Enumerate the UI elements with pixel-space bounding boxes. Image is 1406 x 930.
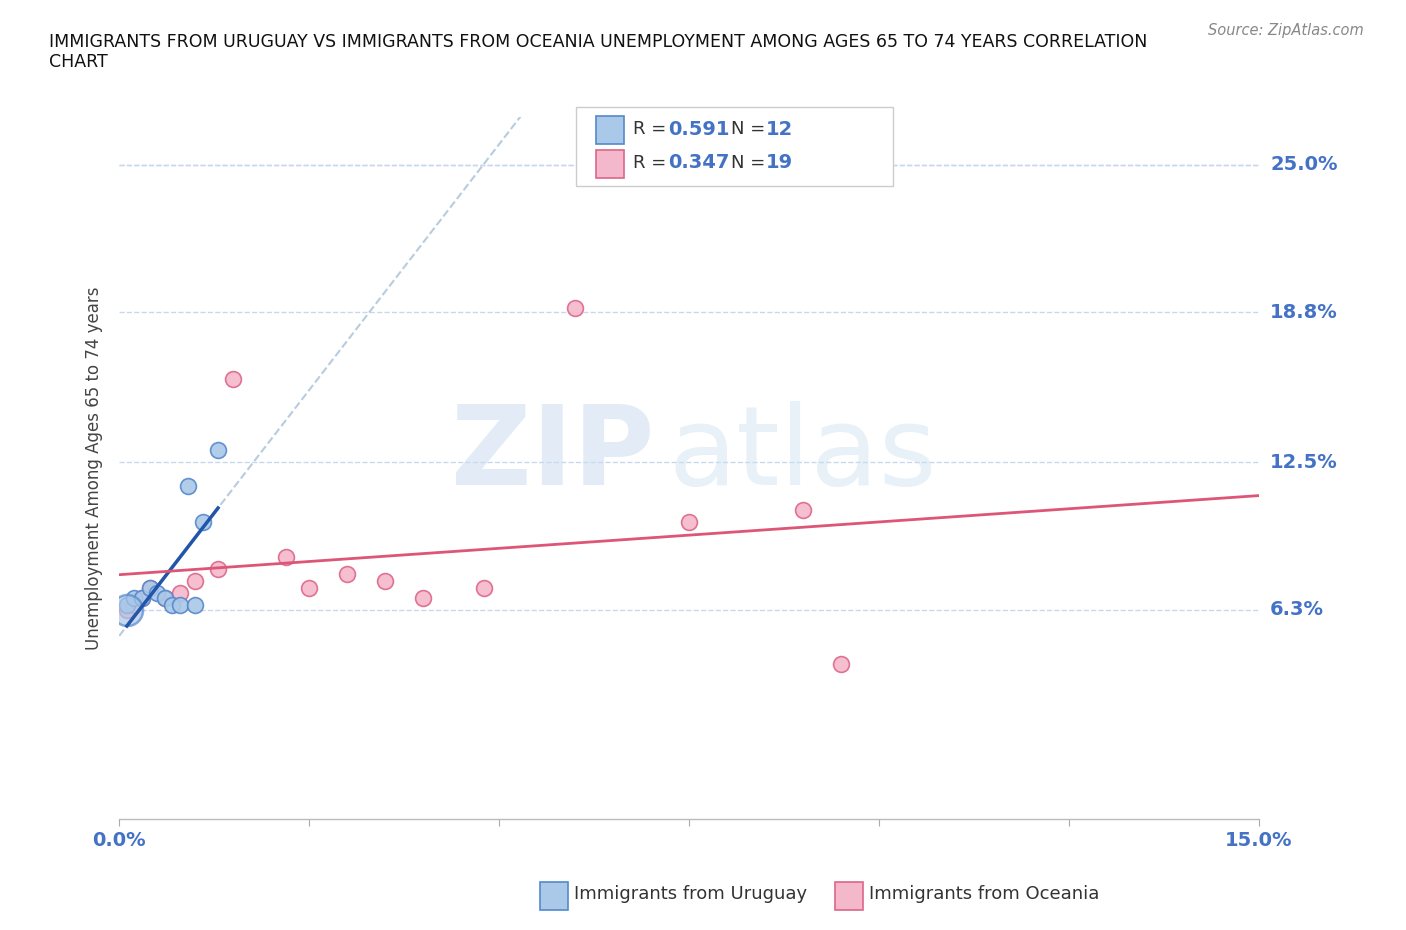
Point — [207, 562, 229, 577]
Point — [115, 598, 138, 613]
Point — [184, 574, 207, 589]
Text: 18.8%: 18.8% — [1270, 303, 1339, 322]
Point — [162, 598, 184, 613]
Point — [830, 657, 852, 671]
Point — [115, 603, 138, 618]
Point — [184, 598, 207, 613]
Point — [124, 598, 146, 613]
Text: R =: R = — [633, 153, 672, 172]
Text: 12.5%: 12.5% — [1270, 453, 1339, 472]
Text: 12: 12 — [766, 120, 793, 139]
Text: 19: 19 — [766, 153, 793, 172]
Point — [792, 502, 814, 517]
Point — [115, 603, 138, 618]
Point — [153, 591, 176, 605]
Point — [138, 581, 160, 596]
Point — [131, 591, 153, 605]
Text: R =: R = — [633, 120, 672, 139]
Point — [222, 372, 245, 387]
Point — [207, 443, 229, 458]
Point — [276, 550, 298, 565]
Text: 0.347: 0.347 — [668, 153, 730, 172]
Point — [336, 566, 359, 581]
Text: atlas: atlas — [669, 401, 938, 508]
Text: N =: N = — [731, 153, 770, 172]
Text: IMMIGRANTS FROM URUGUAY VS IMMIGRANTS FROM OCEANIA UNEMPLOYMENT AMONG AGES 65 TO: IMMIGRANTS FROM URUGUAY VS IMMIGRANTS FR… — [49, 33, 1147, 72]
Point — [678, 514, 700, 529]
Point — [472, 581, 495, 596]
Point — [169, 586, 191, 601]
Point — [176, 479, 198, 494]
Point — [374, 574, 396, 589]
Point — [298, 581, 321, 596]
Point — [153, 591, 176, 605]
Point — [124, 591, 146, 605]
Text: Source: ZipAtlas.com: Source: ZipAtlas.com — [1208, 23, 1364, 38]
Point — [131, 591, 153, 605]
Point — [191, 514, 214, 529]
Point — [564, 300, 586, 315]
Text: 0.591: 0.591 — [668, 120, 730, 139]
Point — [146, 586, 169, 601]
Text: Immigrants from Uruguay: Immigrants from Uruguay — [574, 884, 807, 903]
Point — [138, 581, 160, 596]
Text: 6.3%: 6.3% — [1270, 600, 1324, 619]
Y-axis label: Unemployment Among Ages 65 to 74 years: Unemployment Among Ages 65 to 74 years — [86, 286, 103, 650]
Point — [169, 598, 191, 613]
Point — [412, 591, 434, 605]
Text: Immigrants from Oceania: Immigrants from Oceania — [869, 884, 1099, 903]
Text: N =: N = — [731, 120, 770, 139]
Text: 25.0%: 25.0% — [1270, 155, 1337, 175]
Text: ZIP: ZIP — [450, 401, 654, 508]
